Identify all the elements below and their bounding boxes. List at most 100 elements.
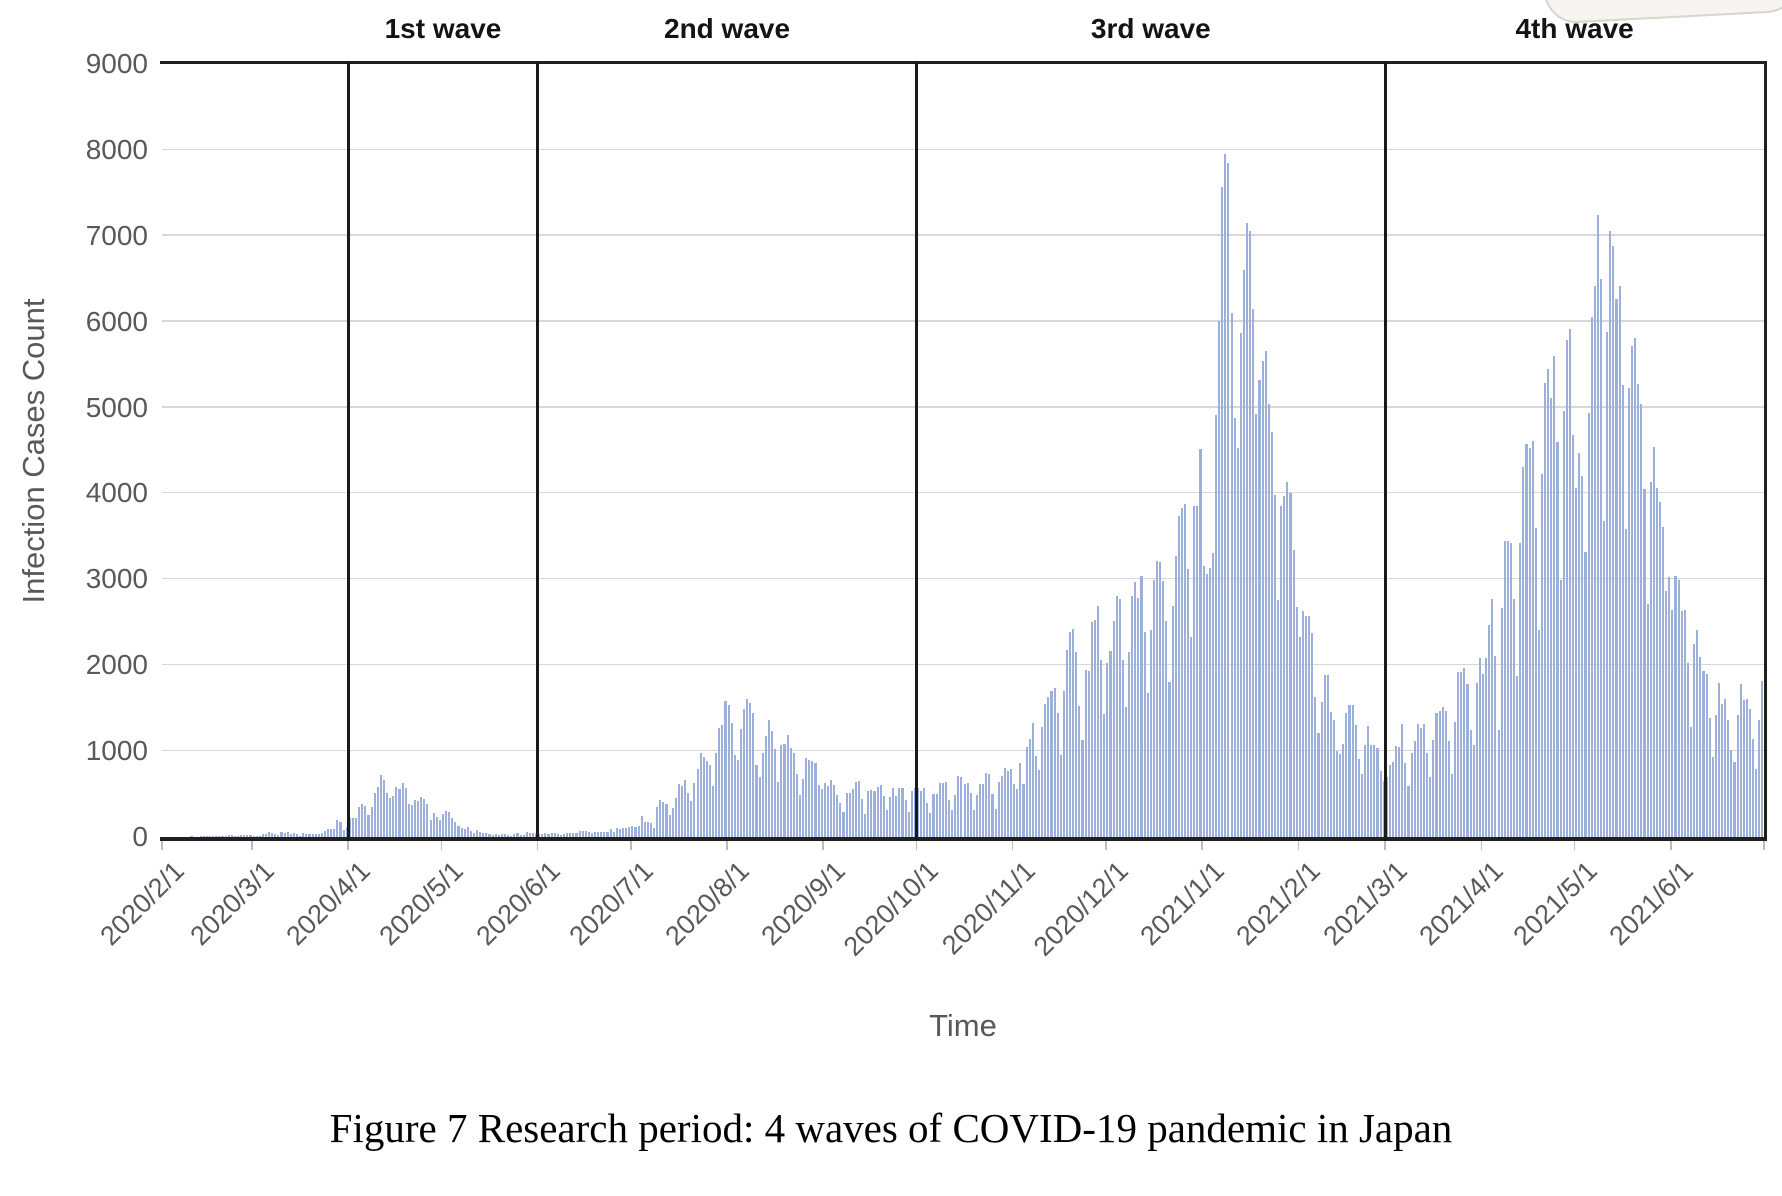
- x-tick: [1201, 841, 1203, 850]
- bar: [972, 809, 975, 837]
- bar: [808, 759, 811, 837]
- bar: [1345, 713, 1348, 837]
- bar: [677, 783, 680, 837]
- bar: [1177, 515, 1180, 837]
- bar: [168, 836, 171, 837]
- bar: [178, 836, 181, 837]
- bar: [721, 724, 724, 837]
- bar: [569, 833, 572, 837]
- bar: [764, 735, 767, 837]
- bar: [1503, 540, 1506, 837]
- bar: [1708, 717, 1711, 837]
- bar: [550, 832, 553, 837]
- bar: [783, 743, 786, 837]
- bar: [274, 834, 277, 837]
- bar: [718, 728, 721, 837]
- bar: [631, 826, 634, 837]
- bar: [693, 782, 696, 837]
- bar: [1447, 740, 1450, 837]
- bar: [1705, 673, 1708, 837]
- bar: [420, 796, 423, 837]
- bar: [920, 790, 923, 837]
- bar: [460, 827, 463, 837]
- bar: [1727, 719, 1730, 837]
- x-tick-label: 2021/1/1: [1134, 855, 1230, 952]
- y-tick-label-4000: 4000: [85, 477, 148, 509]
- bar: [1531, 441, 1534, 837]
- bar: [286, 832, 289, 837]
- bar: [1733, 762, 1736, 837]
- bar: [1478, 657, 1481, 837]
- bar: [1550, 397, 1553, 837]
- bar: [1357, 758, 1360, 837]
- bar: [646, 821, 649, 837]
- bar: [1301, 611, 1304, 837]
- x-tick-label: 2020/11/1: [935, 855, 1041, 961]
- x-tick-label: 2020/6/1: [469, 855, 566, 952]
- bar: [1252, 308, 1255, 837]
- bar: [966, 783, 969, 837]
- bar: [1311, 633, 1314, 837]
- bar: [1606, 331, 1609, 837]
- bar: [979, 784, 982, 837]
- gridline-5000: [162, 406, 1764, 408]
- x-tick-label: 2020/9/1: [755, 855, 852, 952]
- bar: [1115, 595, 1118, 837]
- bar: [358, 806, 361, 837]
- bar: [1565, 339, 1568, 837]
- bar: [1062, 691, 1065, 837]
- bar: [712, 785, 715, 837]
- bar: [842, 812, 845, 837]
- bar: [413, 799, 417, 837]
- x-tick: [915, 841, 918, 850]
- bar: [1069, 632, 1072, 837]
- bar: [1242, 269, 1245, 837]
- bar: [572, 833, 575, 837]
- bar: [1218, 321, 1221, 837]
- bar: [457, 826, 460, 837]
- bar: [1618, 285, 1621, 837]
- bar: [1131, 595, 1134, 837]
- bar: [944, 781, 947, 837]
- bar: [1547, 368, 1550, 837]
- bar: [861, 799, 864, 837]
- bar: [687, 793, 690, 837]
- bar: [1584, 551, 1587, 837]
- bar: [594, 832, 597, 837]
- bar: [1466, 683, 1469, 837]
- x-tick-label: 2020/12/1: [1027, 855, 1134, 962]
- bar: [836, 795, 839, 837]
- bar: [609, 828, 612, 837]
- bar: [1056, 713, 1059, 837]
- bar: [1227, 162, 1230, 837]
- x-tick: [726, 841, 728, 850]
- bar: [1634, 337, 1637, 837]
- bar: [463, 829, 466, 837]
- x-tick-label: 2021/2/1: [1230, 855, 1327, 952]
- bar: [1475, 683, 1478, 837]
- bar: [1404, 762, 1407, 837]
- bar: [786, 735, 789, 837]
- x-tick: [347, 841, 350, 850]
- x-tick-label: 2020/2/1: [94, 855, 190, 952]
- bar: [171, 836, 174, 837]
- bar: [246, 835, 249, 837]
- bar: [929, 812, 932, 837]
- y-tick-label-0: 0: [132, 821, 148, 852]
- bar: [1097, 606, 1100, 837]
- bar: [1267, 403, 1270, 837]
- bar: [1506, 541, 1509, 837]
- bar: [1354, 725, 1357, 837]
- bar: [311, 833, 314, 837]
- bar: [1559, 580, 1562, 837]
- bar: [798, 795, 802, 837]
- bar: [727, 704, 730, 837]
- bar: [1410, 753, 1413, 837]
- bar: [1655, 487, 1658, 837]
- bar: [1003, 767, 1006, 837]
- bar: [1323, 674, 1326, 837]
- bar: [327, 829, 330, 837]
- bar: [1668, 577, 1671, 837]
- bar: [466, 827, 469, 837]
- bar: [845, 793, 848, 837]
